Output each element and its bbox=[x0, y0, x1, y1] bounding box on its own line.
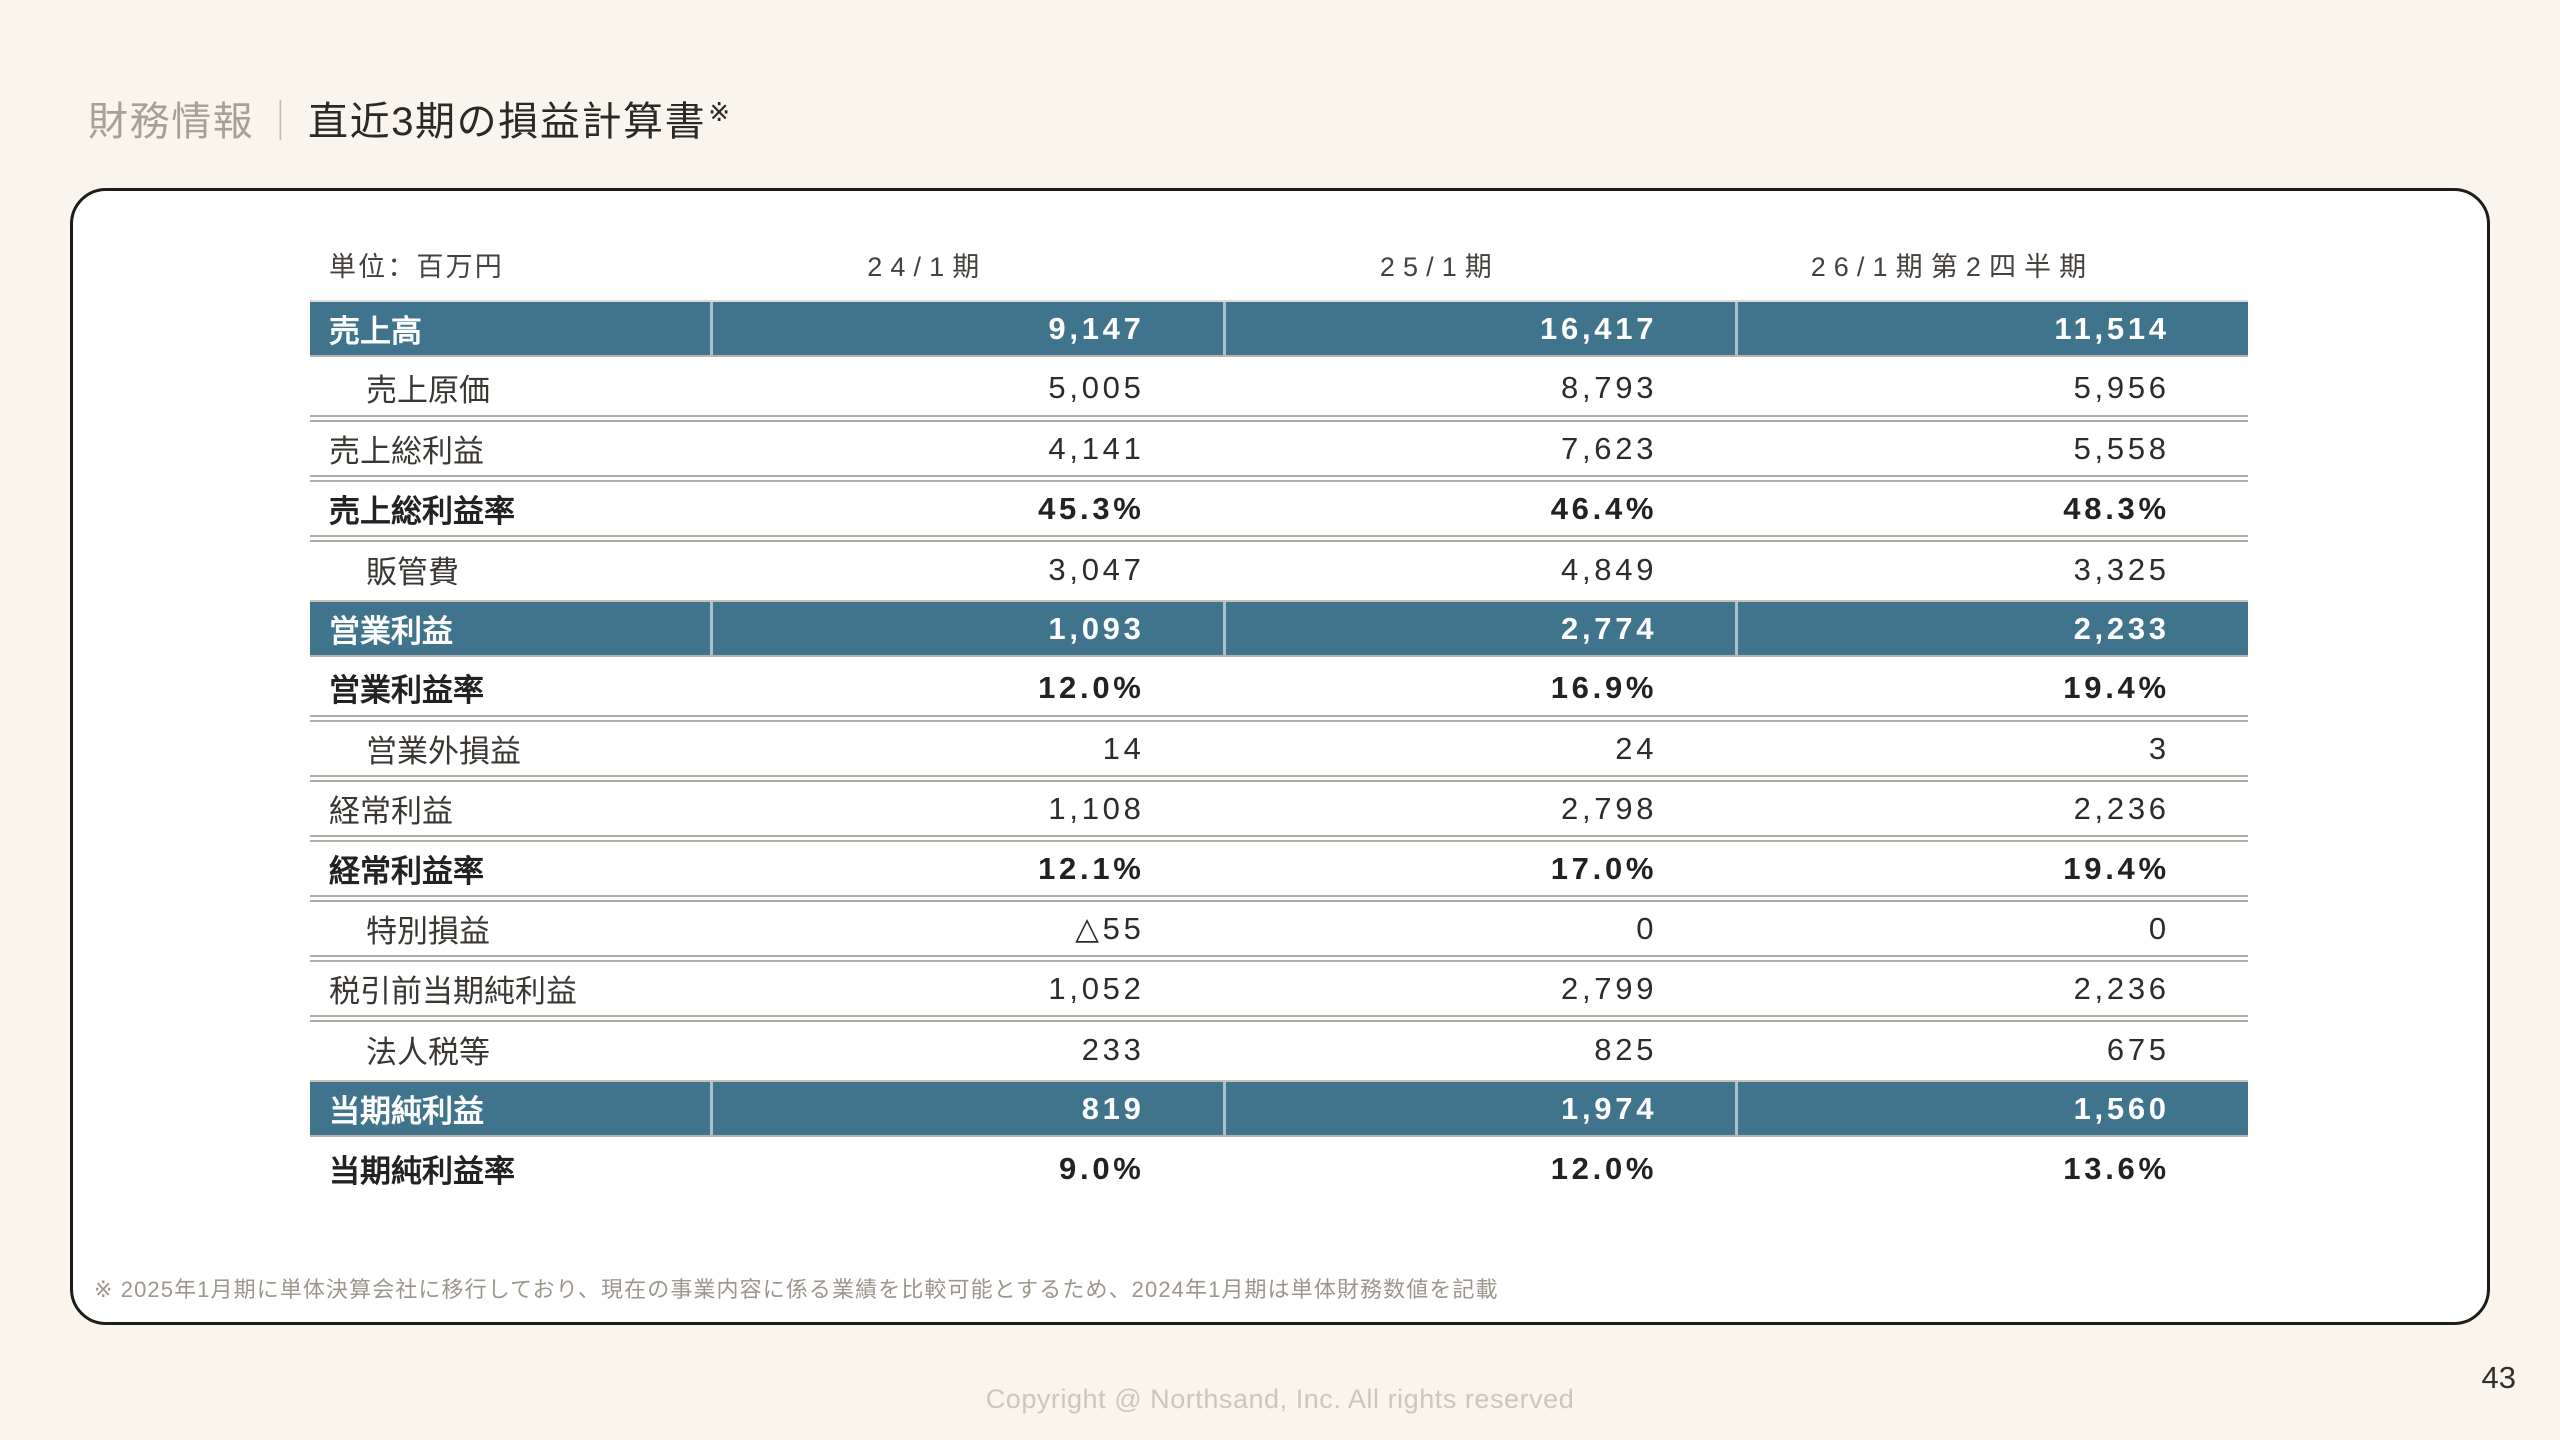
table-row: 当期純利益率 9.0% 12.0% 13.6% bbox=[310, 1140, 2248, 1197]
title-footnote-mark: ※ bbox=[708, 97, 732, 127]
table-row: 売上総利益率 45.3% 46.4% 48.3% bbox=[310, 480, 2248, 537]
row-value: 9,147 bbox=[710, 302, 1223, 355]
row-value: 1,093 bbox=[710, 602, 1223, 655]
row-label: 営業外損益 bbox=[366, 734, 521, 769]
row-value: 45.3% bbox=[1038, 490, 1145, 526]
row-value: 4,849 bbox=[1561, 551, 1658, 587]
row-label: 経常利益 bbox=[329, 794, 453, 829]
table-body: 売上高 9,147 16,417 11,514 売上原価 5,005 8,793 5,956 売… bbox=[310, 300, 2248, 1197]
unit-label: 単位：百万円 bbox=[329, 251, 504, 282]
row-value: 19.4% bbox=[2063, 669, 2170, 705]
row-label: 売上総利益率 bbox=[329, 494, 515, 529]
row-value: 3 bbox=[2148, 730, 2170, 766]
row-value: 1,108 bbox=[1048, 790, 1145, 826]
row-value: 7,623 bbox=[1561, 430, 1658, 466]
table-row: 販管費 3,047 4,849 3,325 bbox=[310, 540, 2248, 597]
row-value: 13.6% bbox=[2063, 1150, 2170, 1186]
row-value: 19.4% bbox=[2063, 850, 2170, 886]
row-value: 48.3% bbox=[2063, 490, 2170, 526]
row-value: 4,141 bbox=[1048, 430, 1145, 466]
row-value: 2,799 bbox=[1561, 970, 1658, 1006]
row-value: 3,047 bbox=[1048, 551, 1145, 587]
row-value: 5,005 bbox=[1048, 369, 1145, 405]
row-label: 法人税等 bbox=[366, 1035, 490, 1070]
row-label: 売上高 bbox=[329, 314, 422, 349]
row-value: 1,974 bbox=[1222, 1082, 1736, 1135]
row-value: 0 bbox=[2148, 910, 2170, 946]
pl-statement-table: 単位：百万円 24/1期 25/1期 26/1期第2四半期 売上高 9,147 16… bbox=[310, 241, 2248, 1200]
row-label: 営業利益率 bbox=[329, 673, 484, 708]
table-row: 売上総利益 4,141 7,623 5,558 bbox=[310, 420, 2248, 477]
row-value: 2,233 bbox=[1735, 602, 2248, 655]
row-label: 営業利益 bbox=[329, 614, 453, 649]
table-row: 営業利益率 12.0% 16.9% 19.4% bbox=[310, 660, 2248, 717]
row-value: 12.0% bbox=[1038, 669, 1145, 705]
row-label: 税引前当期純利益 bbox=[329, 974, 577, 1009]
row-value: 9.0% bbox=[1059, 1150, 1145, 1186]
row-value: 2,236 bbox=[2073, 790, 2170, 826]
row-value: 46.4% bbox=[1550, 490, 1658, 526]
row-value: 1,560 bbox=[1735, 1082, 2248, 1135]
row-value: 24 bbox=[1615, 730, 1658, 766]
table-row: 税引前当期純利益 1,052 2,799 2,236 bbox=[310, 960, 2248, 1017]
row-value: 5,558 bbox=[2073, 430, 2170, 466]
table-row: 営業利益 1,093 2,774 2,233 bbox=[310, 600, 2248, 657]
row-value: 1,052 bbox=[1048, 970, 1145, 1006]
row-value: 2,236 bbox=[2073, 970, 2170, 1006]
row-label: 当期純利益率 bbox=[329, 1154, 515, 1189]
row-label: 売上総利益 bbox=[329, 434, 484, 469]
row-value: 0 bbox=[1636, 910, 1658, 946]
row-value: 14 bbox=[1102, 730, 1145, 766]
row-value: 819 bbox=[710, 1082, 1223, 1135]
row-label: 経常利益率 bbox=[329, 854, 484, 889]
row-label: 売上原価 bbox=[366, 373, 490, 408]
row-value: 2,798 bbox=[1561, 790, 1658, 826]
table-header-row: 単位：百万円 24/1期 25/1期 26/1期第2四半期 bbox=[310, 241, 2248, 287]
row-value: 16.9% bbox=[1550, 669, 1658, 705]
row-label: 販管費 bbox=[366, 555, 459, 590]
row-value: 675 bbox=[2106, 1031, 2170, 1067]
row-label: 特別損益 bbox=[366, 914, 490, 949]
row-value: 5,956 bbox=[2073, 369, 2170, 405]
row-value: 12.0% bbox=[1550, 1150, 1658, 1186]
row-value: 233 bbox=[1081, 1031, 1145, 1067]
row-value: 3,325 bbox=[2073, 551, 2170, 587]
slide-title-section: 財務情報 bbox=[88, 100, 255, 144]
page-number: 43 bbox=[2481, 1360, 2516, 1395]
row-value: 2,774 bbox=[1222, 602, 1736, 655]
row-value: △55 bbox=[1075, 910, 1145, 946]
row-label: 当期純利益 bbox=[329, 1094, 484, 1129]
table-row: 当期純利益 819 1,974 1,560 bbox=[310, 1080, 2248, 1137]
slide-title-main: 直近3期の損益計算書 bbox=[308, 100, 707, 144]
row-value: 8,793 bbox=[1561, 369, 1658, 405]
table-row: 法人税等 233 825 675 bbox=[310, 1020, 2248, 1077]
column-header-fy26q2: 26/1期第2四半期 bbox=[1810, 251, 2095, 282]
row-value: 16,417 bbox=[1222, 302, 1736, 355]
footnote: ※ 2025年1月期に単体決算会社に移行しており、現在の事業内容に係る業績を比較… bbox=[94, 1277, 1499, 1302]
row-value: 11,514 bbox=[1735, 302, 2248, 355]
table-row: 売上高 9,147 16,417 11,514 bbox=[310, 300, 2248, 357]
table-row: 売上原価 5,005 8,793 5,956 bbox=[310, 360, 2248, 417]
column-header-fy25: 25/1期 bbox=[1379, 251, 1500, 282]
column-header-fy24: 24/1期 bbox=[867, 251, 988, 282]
table-row: 経常利益率 12.1% 17.0% 19.4% bbox=[310, 840, 2248, 897]
copyright-text: Copyright @ Northsand, Inc. All rights r… bbox=[985, 1384, 1575, 1414]
table-row: 営業外損益 14 24 3 bbox=[310, 720, 2248, 777]
row-value: 12.1% bbox=[1038, 850, 1145, 886]
row-value: 17.0% bbox=[1550, 850, 1658, 886]
content-card: 単位：百万円 24/1期 25/1期 26/1期第2四半期 売上高 9,147 16… bbox=[70, 188, 2490, 1325]
slide-title: 財務情報｜直近3期の損益計算書※ bbox=[88, 86, 732, 148]
title-separator: ｜ bbox=[260, 100, 303, 144]
table-row: 特別損益 △55 0 0 bbox=[310, 900, 2248, 957]
row-value: 825 bbox=[1594, 1031, 1658, 1067]
table-row: 経常利益 1,108 2,798 2,236 bbox=[310, 780, 2248, 837]
